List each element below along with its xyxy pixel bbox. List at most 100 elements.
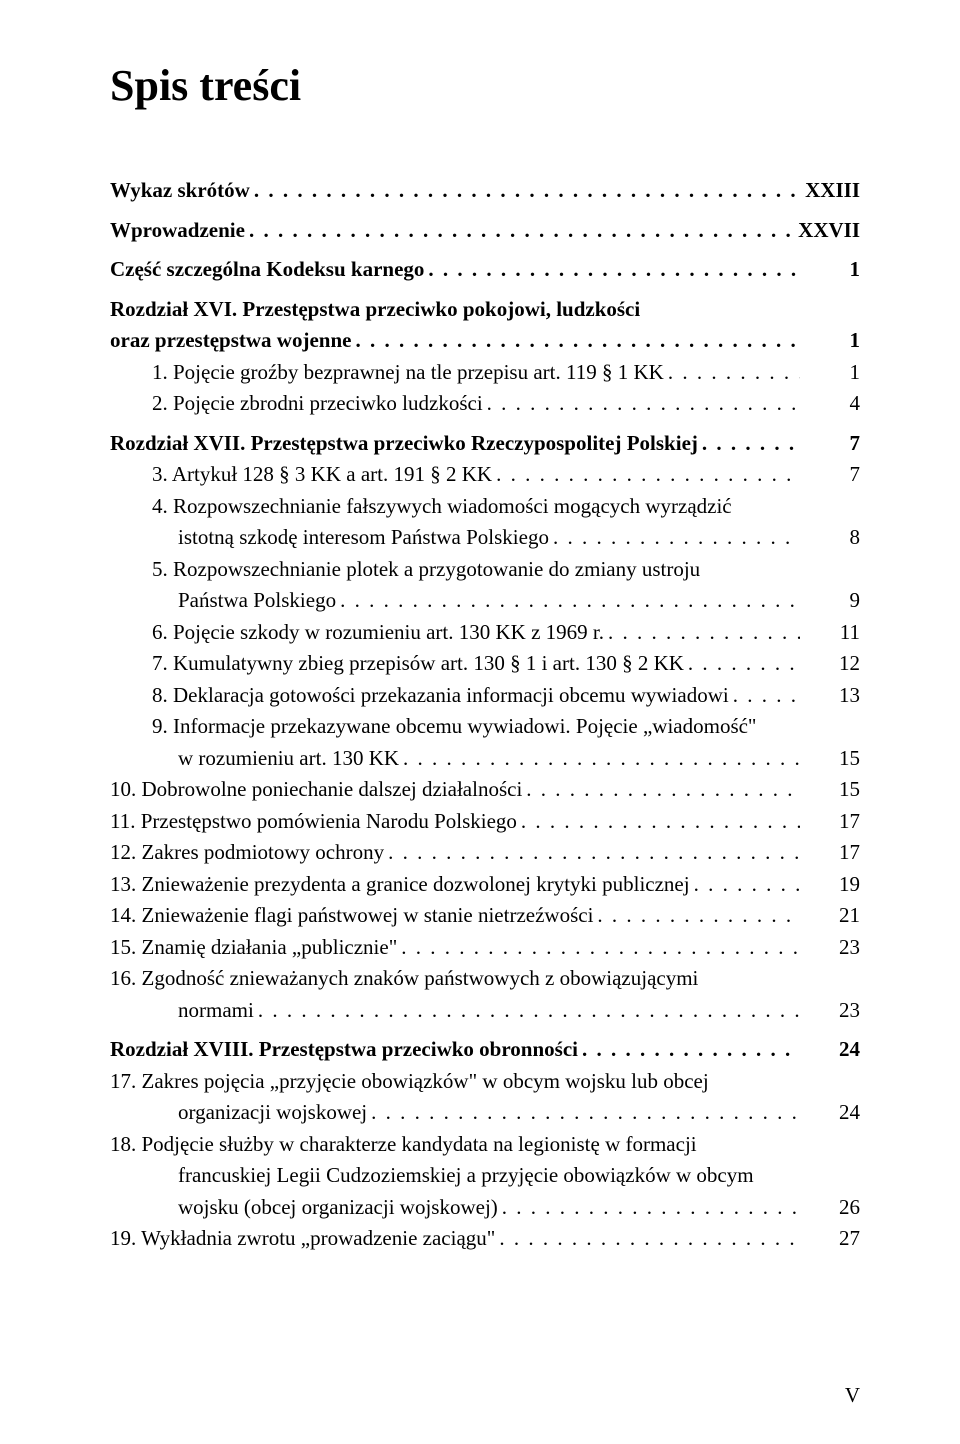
toc-entry: 19. Wykładnia zwrotu „prowadzenie zaciąg… — [110, 1223, 860, 1255]
toc-entry: 14. Znieważenie flagi państwowej w stani… — [110, 900, 860, 932]
entry-page: 27 — [800, 1223, 860, 1255]
entry-label: 1. Pojęcie groźby bezprawnej na tle prze… — [152, 357, 664, 389]
leader-dots — [336, 585, 800, 617]
toc-entry-cont: normami 23 — [110, 995, 860, 1027]
leader-dots — [424, 254, 800, 286]
entry-label: 6. Pojęcie szkody w rozumieniu art. 130 … — [152, 617, 604, 649]
entry-label: 18. Podjęcie służby w charakterze kandyd… — [110, 1132, 697, 1156]
entry-label: 7. Kumulatywny zbieg przepisów art. 130 … — [152, 648, 684, 680]
entry-page: 7 — [800, 428, 860, 460]
entry-page: 12 — [800, 648, 860, 680]
toc-entry-cont: organizacji wojskowej 24 — [110, 1097, 860, 1129]
toc-entry: 1. Pojęcie groźby bezprawnej na tle prze… — [110, 357, 860, 389]
entry-label: 8. Deklaracja gotowości przekazania info… — [152, 680, 729, 712]
leader-dots — [549, 522, 800, 554]
leader-dots — [664, 357, 800, 389]
entry-page: 15 — [800, 743, 860, 775]
toc-entry-cont: istotną szkodę interesom Państwa Polskie… — [110, 522, 860, 554]
leader-dots — [495, 1223, 800, 1255]
entry-page: XXIII — [800, 175, 860, 207]
entry-label: Rozdział XVI. Przestępstwa przeciwko pok… — [110, 297, 640, 321]
toc-entry: 17. Zakres pojęcia „przyjęcie obowiązków… — [110, 1066, 860, 1098]
entry-label: 15. Znamię działania „publicznie" — [110, 932, 397, 964]
entry-label: 14. Znieważenie flagi państwowej w stani… — [110, 900, 593, 932]
entry-page: 17 — [800, 837, 860, 869]
entry-page: 24 — [800, 1034, 860, 1066]
toc-entry-cont: wojsku (obcej organizacji wojskowej) 26 — [110, 1192, 860, 1224]
leader-dots — [684, 648, 800, 680]
entry-page: 7 — [800, 459, 860, 491]
leader-dots — [729, 680, 800, 712]
entry-label: w rozumieniu art. 130 KK — [178, 743, 399, 775]
page-number: V — [845, 1383, 860, 1408]
leader-dots — [384, 837, 800, 869]
entry-label: 19. Wykładnia zwrotu „prowadzenie zaciąg… — [110, 1223, 495, 1255]
entry-label: Część szczególna Kodeksu karnego — [110, 254, 424, 286]
toc-entry: 12. Zakres podmiotowy ochrony 17 — [110, 837, 860, 869]
leader-dots — [690, 869, 800, 901]
entry-page: 13 — [800, 680, 860, 712]
leader-dots — [578, 1034, 800, 1066]
entry-page: 21 — [800, 900, 860, 932]
toc-entry: 11. Przestępstwo pomówienia Narodu Polsk… — [110, 806, 860, 838]
entry-label: Rozdział XVII. Przestępstwa przeciwko Rz… — [110, 428, 698, 460]
entry-label: wojsku (obcej organizacji wojskowej) — [178, 1192, 498, 1224]
entry-page: XXVII — [798, 215, 860, 247]
leader-dots — [517, 806, 800, 838]
entry-page: 24 — [800, 1097, 860, 1129]
entry-label: francuskiej Legii Cudzoziemskiej a przyj… — [178, 1163, 754, 1187]
entry-label: organizacji wojskowej — [178, 1097, 367, 1129]
toc-entry: 7. Kumulatywny zbieg przepisów art. 130 … — [110, 648, 860, 680]
entry-page: 17 — [800, 806, 860, 838]
entry-label: normami — [178, 995, 254, 1027]
toc-entry: Część szczególna Kodeksu karnego 1 — [110, 254, 860, 286]
entry-page: 19 — [800, 869, 860, 901]
entry-page: 1 — [800, 357, 860, 389]
entry-label: 2. Pojęcie zbrodni przeciwko ludzkości — [152, 388, 483, 420]
toc-entry: 5. Rozpowszechnianie plotek a przygotowa… — [110, 554, 860, 586]
entry-page: 26 — [800, 1192, 860, 1224]
entry-page: 1 — [800, 254, 860, 286]
entry-label: 12. Zakres podmiotowy ochrony — [110, 837, 384, 869]
leader-dots — [254, 995, 800, 1027]
leader-dots — [245, 215, 798, 247]
entry-label: 16. Zgodność znieważanych znaków państwo… — [110, 966, 698, 990]
leader-dots — [698, 428, 800, 460]
toc-entry: Rozdział XVI. Przestępstwa przeciwko pok… — [110, 294, 860, 326]
entry-label: 3. Artykuł 128 § 3 KK a art. 191 § 2 KK — [152, 459, 492, 491]
entry-label: 11. Przestępstwo pomówienia Narodu Polsk… — [110, 806, 517, 838]
entry-label: Państwa Polskiego — [178, 585, 336, 617]
toc-entry-cont: Państwa Polskiego 9 — [110, 585, 860, 617]
leader-dots — [367, 1097, 800, 1129]
toc-entry: 2. Pojęcie zbrodni przeciwko ludzkości 4 — [110, 388, 860, 420]
toc-entry: 6. Pojęcie szkody w rozumieniu art. 130 … — [110, 617, 860, 649]
entry-label: Rozdział XVIII. Przestępstwa przeciwko o… — [110, 1034, 578, 1066]
page-title: Spis treści — [110, 60, 860, 111]
entry-label: Wykaz skrótów — [110, 175, 250, 207]
entry-label: 13. Znieważenie prezydenta a granice doz… — [110, 869, 690, 901]
leader-dots — [397, 932, 800, 964]
toc-entry: 9. Informacje przekazywane obcemu wywiad… — [110, 711, 860, 743]
leader-dots — [522, 774, 800, 806]
entry-label: 17. Zakres pojęcia „przyjęcie obowiązków… — [110, 1069, 709, 1093]
entry-page: 15 — [800, 774, 860, 806]
page: Spis treści Wykaz skrótów XXIII Wprowadz… — [0, 0, 960, 1444]
toc-entry: Rozdział XVII. Przestępstwa przeciwko Rz… — [110, 428, 860, 460]
leader-dots — [483, 388, 800, 420]
entry-page: 23 — [800, 995, 860, 1027]
entry-page: 9 — [800, 585, 860, 617]
leader-dots — [498, 1192, 800, 1224]
entry-page: 1 — [800, 325, 860, 357]
toc-entry: 10. Dobrowolne poniechanie dalszej dział… — [110, 774, 860, 806]
entry-label: 9. Informacje przekazywane obcemu wywiad… — [152, 714, 757, 738]
entry-label: 4. Rozpowszechnianie fałszywych wiadomoś… — [152, 494, 732, 518]
toc-entry: 18. Podjęcie służby w charakterze kandyd… — [110, 1129, 860, 1161]
entry-label: oraz przestępstwa wojenne — [110, 325, 351, 357]
entry-label: 5. Rozpowszechnianie plotek a przygotowa… — [152, 557, 700, 581]
toc-entry: 15. Znamię działania „publicznie" 23 — [110, 932, 860, 964]
toc-entry: 4. Rozpowszechnianie fałszywych wiadomoś… — [110, 491, 860, 523]
toc-entry: Wykaz skrótów XXIII — [110, 175, 860, 207]
toc-entry: Rozdział XVIII. Przestępstwa przeciwko o… — [110, 1034, 860, 1066]
leader-dots — [593, 900, 800, 932]
leader-dots — [604, 617, 800, 649]
